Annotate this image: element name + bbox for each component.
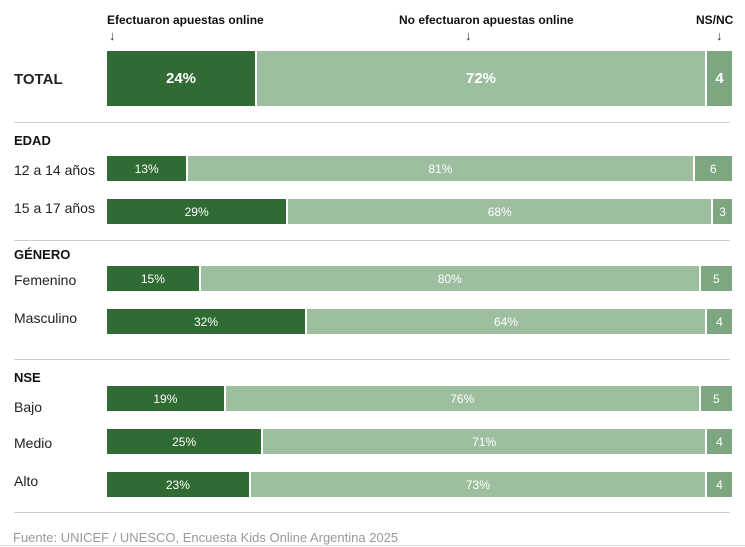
bar-segment-nsnc: 3 [713,199,732,224]
bar-segment-nsnc: 4 [707,51,732,106]
divider [14,512,730,513]
bar-segment-efectuaron: 32% [107,309,307,334]
bar-segment-nsnc: 4 [707,472,732,497]
row-label: Femenino [14,272,77,288]
divider [14,122,730,123]
bar-segment-nsnc: 5 [700,386,732,411]
row-label: Bajo [14,399,43,415]
bar-segment-no-efectuaron: 81% [188,156,695,181]
bar-segment-no-efectuaron: 71% [263,429,707,454]
bar-segment-no-efectuaron: 73% [250,472,707,497]
group-title-genero: GÉNERO [14,247,71,262]
arrow-down-icon: ↓ [716,28,723,43]
arrow-down-icon: ↓ [109,28,116,43]
bar-segment-nsnc: 6 [694,156,732,181]
bar-segment-efectuaron: 25% [107,429,264,454]
row-label-total: TOTAL [14,71,63,88]
legend-nsnc: NS/NC [696,13,734,27]
bar-segment-efectuaron: 19% [107,386,226,411]
legend-efectuaron: Efectuaron apuestas online [107,13,264,27]
bar-segment-efectuaron: 29% [107,199,289,224]
bar-segment-no-efectuaron: 76% [225,386,701,411]
bar-segment-efectuaron: 13% [107,156,189,181]
bar-segment-efectuaron: 23% [107,472,251,497]
row-label: 12 a 14 años [14,162,95,178]
row-label: Alto [14,473,39,489]
row-label: Masculino [14,310,78,326]
bar-segment-nsnc: 4 [707,429,732,454]
bar-segment-no-efectuaron: 72% [257,51,707,106]
legend-no-efectuaron: No efectuaron apuestas online [399,13,574,27]
arrow-down-icon: ↓ [465,28,472,43]
bar-segment-no-efectuaron: 80% [200,266,701,291]
row-label: Medio [14,435,53,451]
source-note: Fuente: UNICEF / UNESCO, Encuesta Kids O… [13,530,399,545]
bottom-border [0,545,745,546]
divider [14,359,730,360]
bar-segment-no-efectuaron: 68% [288,199,714,224]
bar-segment-nsnc: 4 [707,309,732,334]
row-label: 15 a 17 años [14,200,95,216]
group-title-edad: EDAD [14,133,51,148]
bar-segment-no-efectuaron: 64% [307,309,707,334]
bar-segment-efectuaron: 15% [107,266,201,291]
group-title-nse: NSE [14,370,41,385]
divider [14,240,730,241]
bar-segment-nsnc: 5 [700,266,732,291]
bar-segment-efectuaron: 24% [107,51,257,106]
